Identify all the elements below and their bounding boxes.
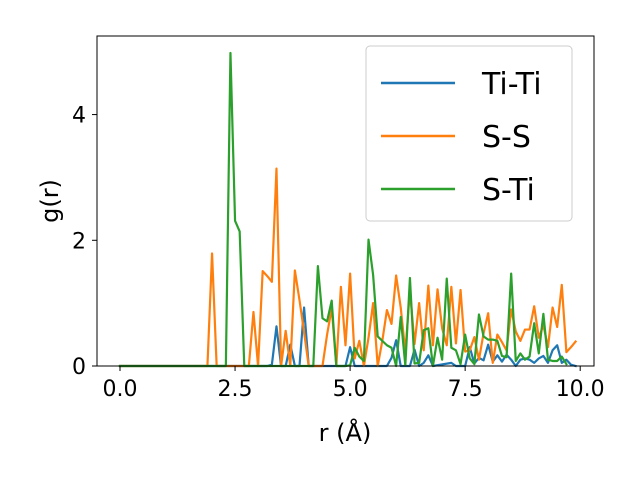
y-axis-label: g(r) (36, 179, 64, 223)
y-tick-label: 0 (72, 355, 86, 380)
legend-label: S-S (482, 120, 531, 155)
x-axis: 0.0 2.5 5.0 7.5 10.0 (103, 366, 605, 402)
axes-layer (96, 35, 595, 367)
y-axis: 0 2 4 (72, 104, 97, 380)
legend-label: S-Ti (482, 173, 535, 208)
x-axis-label: r (Å) (319, 418, 372, 447)
legend: Ti-Ti S-S S-Ti (365, 45, 573, 222)
y-tick-label: 2 (72, 229, 86, 254)
axes-frame (96, 35, 595, 367)
x-tick-label: 10.0 (556, 377, 605, 402)
x-tick-label: 7.5 (448, 377, 483, 402)
x-tick-label: 2.5 (218, 377, 253, 402)
x-tick-label: 5.0 (333, 377, 368, 402)
legend-frame (365, 45, 573, 222)
series-line-s-ti (118, 51, 568, 368)
legend-label: Ti-Ti (481, 67, 542, 102)
y-tick-label: 4 (72, 104, 86, 129)
x-tick-label: 0.0 (103, 377, 138, 402)
